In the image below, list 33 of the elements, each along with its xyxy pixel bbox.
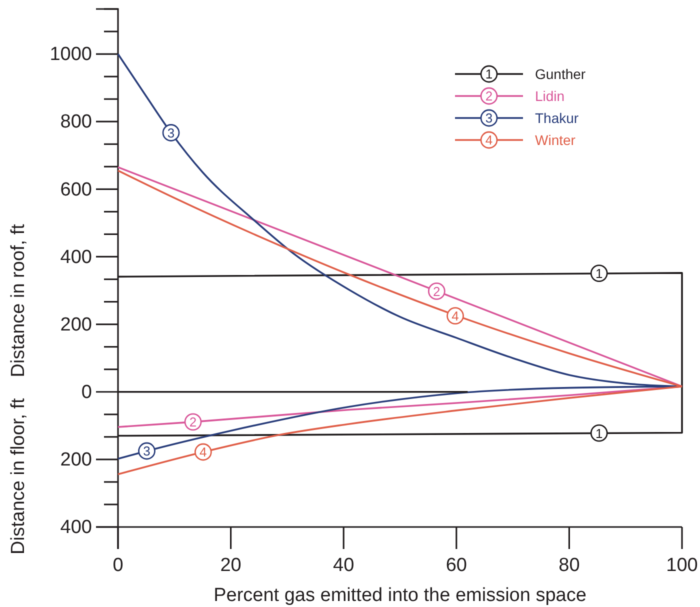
x-tick-label: 80 <box>558 555 580 576</box>
text: 1 <box>485 66 493 82</box>
annotation: 1 <box>595 426 603 441</box>
y-tick-label: 800 <box>60 112 92 133</box>
y-tick-label: 1000 <box>50 44 92 66</box>
x-tick-label: 0 <box>112 555 124 576</box>
legend-label: Winter <box>535 132 576 148</box>
y-axis-title: Distance in roof, ft <box>8 223 29 378</box>
legend-label: Lidin <box>535 88 565 104</box>
annotation: 4 <box>200 444 207 460</box>
text: 3 <box>485 110 493 126</box>
annotation: 1 <box>595 266 603 281</box>
legend-label: Thakur <box>535 110 579 126</box>
annotation: 4 <box>452 308 459 324</box>
annotation: 3 <box>167 125 175 140</box>
y-tick-label: 400 <box>60 517 92 538</box>
text: 4 <box>485 132 493 148</box>
annotation: 2 <box>433 284 440 299</box>
y-tick-label: 400 <box>60 246 92 268</box>
y-tick-label: 0 <box>81 382 92 403</box>
y-tick-label: 200 <box>60 450 92 471</box>
annotation: 2 <box>189 414 197 430</box>
text: Distance in floor, ft <box>8 397 29 554</box>
x-tick-label: 40 <box>333 555 354 576</box>
x-tick-label: 20 <box>220 555 242 576</box>
text: 2 <box>485 88 493 104</box>
legend-label: Gunther <box>535 66 586 82</box>
x-axis-title: Percent gas emitted into the emission space <box>214 585 586 606</box>
x-tick-label: 100 <box>666 555 698 576</box>
y-tick-label: 600 <box>60 179 92 200</box>
x-tick-label: 60 <box>446 555 467 576</box>
annotation: 3 <box>143 444 150 459</box>
y-tick-label: 200 <box>60 314 92 336</box>
